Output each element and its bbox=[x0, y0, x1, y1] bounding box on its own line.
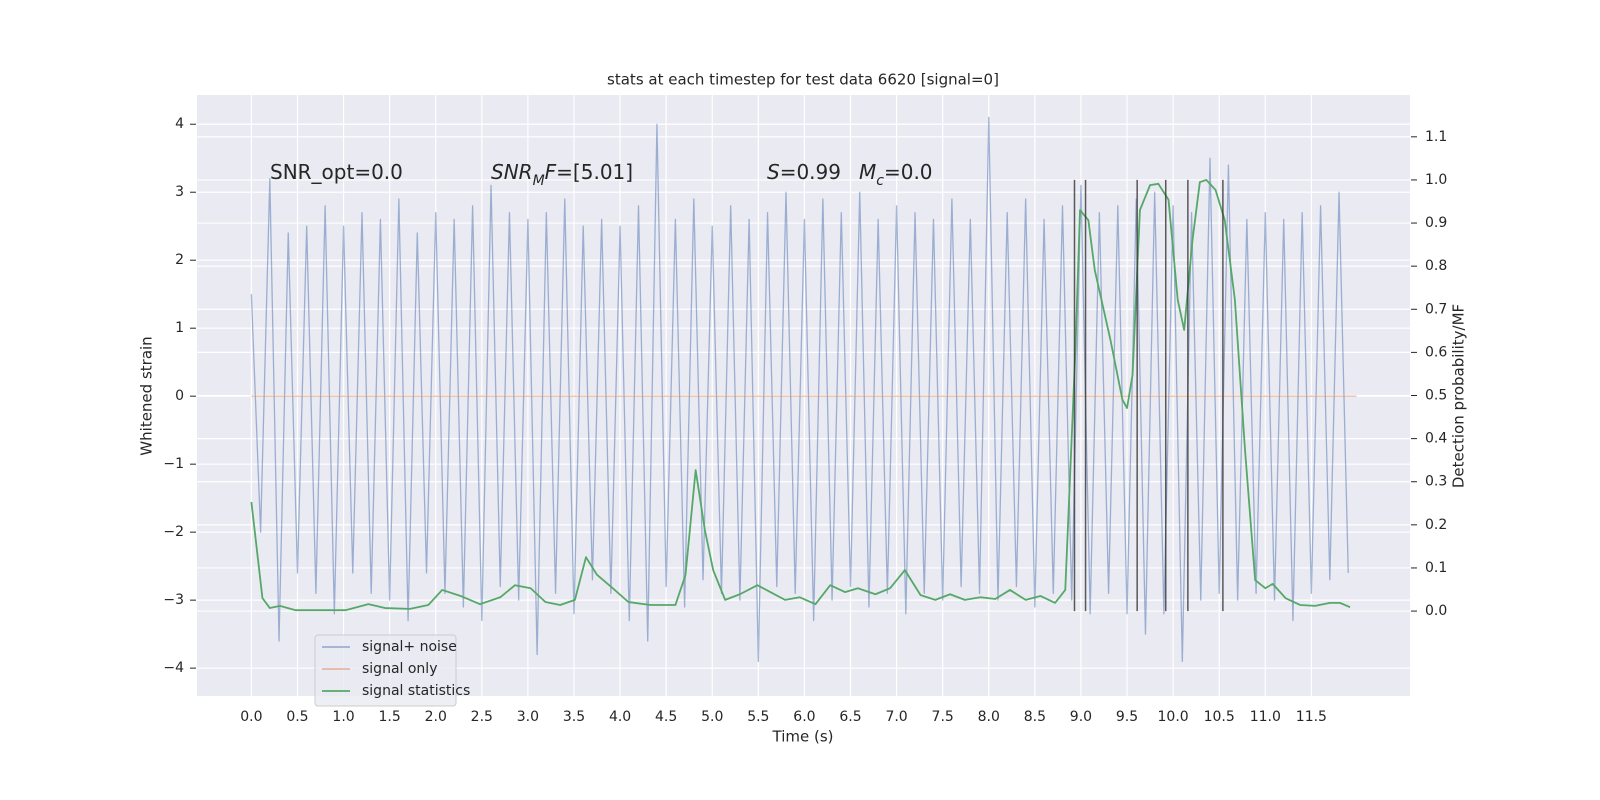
y-tick-label: −1 bbox=[163, 456, 184, 472]
y2-tick-label: 0.3 bbox=[1425, 474, 1447, 490]
y2-tick-label: 1.1 bbox=[1425, 129, 1447, 145]
y-tick-label: 4 bbox=[175, 116, 184, 132]
legend: signal+ noise signal only signal statistic… bbox=[314, 634, 470, 707]
y2-tick-label: 0.4 bbox=[1425, 431, 1447, 447]
annotation-part: M bbox=[533, 173, 545, 189]
y-tick-label: 0 bbox=[175, 388, 184, 404]
annotation: SNRMF=[5.01] bbox=[491, 160, 633, 190]
y-tick-label: −2 bbox=[163, 524, 184, 540]
y-tick-label: 3 bbox=[175, 184, 184, 200]
y2-tick-label: 1.0 bbox=[1425, 172, 1447, 188]
y2-tick-label: 0.7 bbox=[1425, 301, 1447, 317]
x-tick-label: 4.5 bbox=[655, 709, 677, 725]
x-tick-label: 0.5 bbox=[286, 709, 308, 725]
x-tick-label: 6.0 bbox=[793, 709, 815, 725]
y-tick-label: −4 bbox=[163, 660, 184, 676]
x-tick-label: 5.0 bbox=[701, 709, 723, 725]
y2-tick-label: 0.1 bbox=[1425, 560, 1447, 576]
annotation-part: =0.99 bbox=[780, 160, 841, 184]
annotation: SNR_opt=0.0 bbox=[270, 160, 403, 184]
x-tick-label: 9.5 bbox=[1116, 709, 1138, 725]
y2-axis-label: Detection probability/MF bbox=[1450, 304, 1468, 488]
legend-label: signal+ noise bbox=[362, 639, 457, 655]
x-tick-label: 3.0 bbox=[517, 709, 539, 725]
x-tick-label: 10.0 bbox=[1158, 709, 1189, 725]
legend-label: signal only bbox=[362, 661, 437, 677]
annotation-part: c bbox=[876, 173, 884, 189]
x-tick-label: 7.5 bbox=[932, 709, 954, 725]
annotation-part: F bbox=[545, 160, 557, 184]
legend-box bbox=[314, 634, 457, 707]
x-tick-label: 8.5 bbox=[1024, 709, 1046, 725]
y-tick-label: 1 bbox=[175, 320, 184, 336]
x-tick-label: 11.5 bbox=[1296, 709, 1327, 725]
x-tick-label: 4.0 bbox=[609, 709, 631, 725]
annotation-part: SNR_opt=0.0 bbox=[270, 160, 403, 184]
annotation-part: SNR bbox=[491, 160, 533, 184]
x-tick-label: 3.5 bbox=[563, 709, 585, 725]
x-tick-label: 2.5 bbox=[471, 709, 493, 725]
x-tick-label: 6.5 bbox=[839, 709, 861, 725]
y2-tick-label: 0.9 bbox=[1425, 215, 1447, 231]
annotation-part: M bbox=[859, 160, 876, 184]
annotation-part: =0.0 bbox=[884, 160, 933, 184]
y2-tick-label: 0.8 bbox=[1425, 258, 1447, 274]
annotation: S=0.99 bbox=[767, 160, 841, 184]
y-tick-label: 2 bbox=[175, 252, 184, 268]
marks bbox=[250, 116, 1357, 662]
y-axis-label: Whitened strain bbox=[138, 336, 156, 455]
x-tick-label: 2.0 bbox=[425, 709, 447, 725]
annotation-part: =[5.01] bbox=[556, 160, 633, 184]
x-tick-label: 0.0 bbox=[240, 709, 262, 725]
y2-tick-label: 0.0 bbox=[1425, 603, 1447, 619]
x-tick-label: 8.0 bbox=[978, 709, 1000, 725]
y-tick-label: −3 bbox=[163, 592, 184, 608]
x-tick-label: 11.0 bbox=[1250, 709, 1281, 725]
annotation: Mc=0.0 bbox=[859, 160, 933, 190]
x-tick-label: 10.5 bbox=[1204, 709, 1235, 725]
x-tick-label: 5.5 bbox=[747, 709, 769, 725]
series-line bbox=[250, 179, 1351, 612]
y2-tick-label: 0.6 bbox=[1425, 344, 1447, 360]
chart-title: stats at each timestep for test data 662… bbox=[607, 71, 999, 89]
x-tick-label: 1.0 bbox=[332, 709, 354, 725]
x-tick-label: 1.5 bbox=[379, 709, 401, 725]
x-tick-label: 9.0 bbox=[1070, 709, 1092, 725]
legend-label: signal statistics bbox=[362, 683, 470, 699]
y2-tick-label: 0.5 bbox=[1425, 388, 1447, 404]
x-tick-label: 7.0 bbox=[885, 709, 907, 725]
y2-tick-label: 0.2 bbox=[1425, 517, 1447, 533]
annotation-part: S bbox=[767, 160, 780, 184]
x-axis-label: Time (s) bbox=[772, 728, 834, 746]
